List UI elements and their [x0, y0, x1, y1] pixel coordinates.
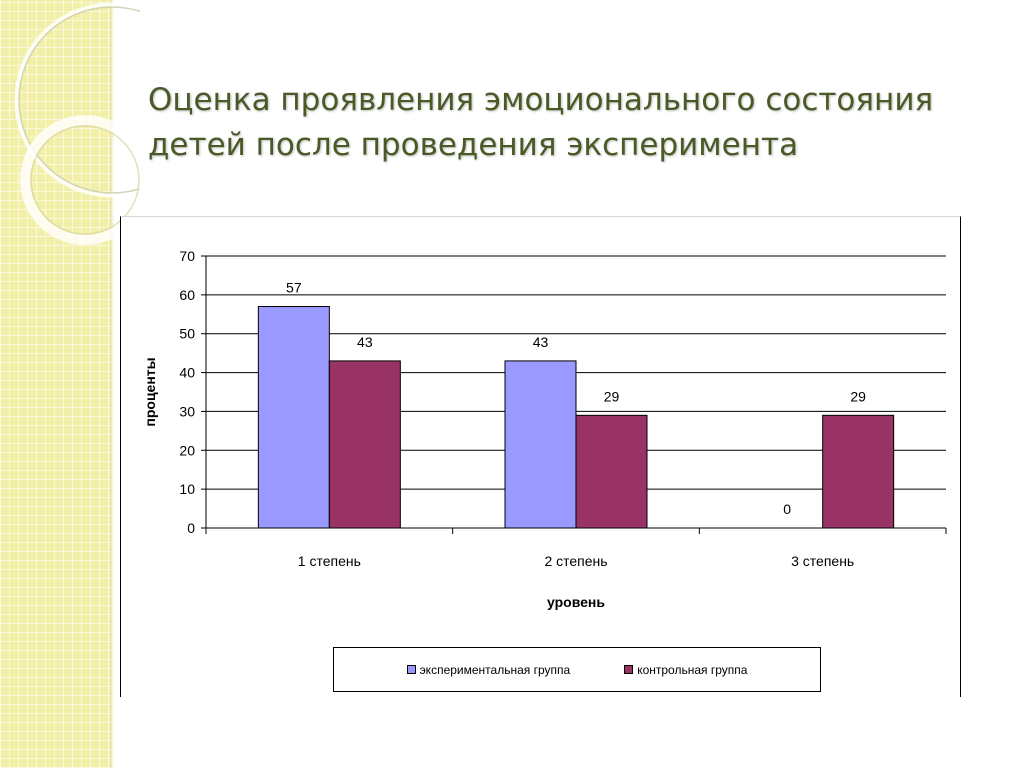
data-label: 43: [533, 334, 549, 350]
x-tick-label: 1 степень: [298, 553, 361, 569]
y-tick-label: 40: [179, 365, 195, 381]
bar: [328, 360, 401, 529]
chart-legend: экспериментальная группа контрольная груп…: [333, 647, 821, 692]
data-label: 43: [357, 334, 373, 350]
x-axis-title: уровень: [547, 594, 605, 610]
y-tick-label: 30: [179, 403, 195, 419]
legend-swatch: [624, 665, 634, 674]
y-tick-label: 70: [179, 248, 195, 264]
y-axis-title: проценты: [142, 357, 158, 426]
y-tick-label: 0: [187, 520, 195, 536]
legend-swatch: [406, 665, 416, 674]
legend-item: экспериментальная группа: [406, 662, 571, 677]
bar-chart: 0 10 20 30 40 50 60 70 57 43 1 степень 43 29 2 степен…: [142, 248, 947, 610]
data-label: 57: [286, 280, 302, 296]
legend-label: контрольная группа: [637, 662, 748, 677]
decorative-rings: [14, 2, 140, 245]
slide-title: Оценка проявления эмоционального состоян…: [148, 82, 934, 163]
data-label: 0: [783, 501, 791, 517]
y-tick-label: 50: [179, 326, 195, 342]
bar: [504, 360, 577, 529]
legend-label: экспериментальная группа: [419, 662, 571, 677]
bar: [257, 306, 330, 529]
bar: [822, 414, 895, 529]
y-tick-label: 60: [179, 287, 195, 303]
legend-item: контрольная группа: [624, 663, 747, 677]
y-tick-label: 20: [179, 442, 195, 458]
y-tick-label: 10: [179, 481, 195, 497]
data-label: 29: [850, 388, 866, 404]
x-tick-label: 2 степень: [544, 553, 607, 569]
bar: [575, 414, 648, 529]
x-tick-label: 3 степень: [791, 553, 854, 569]
data-label: 29: [604, 388, 620, 404]
side-strip-edge: [110, 0, 114, 768]
chart-area: 0 10 20 30 40 50 60 70 57 43 1 степень 43 29 2 степен…: [120, 216, 961, 697]
